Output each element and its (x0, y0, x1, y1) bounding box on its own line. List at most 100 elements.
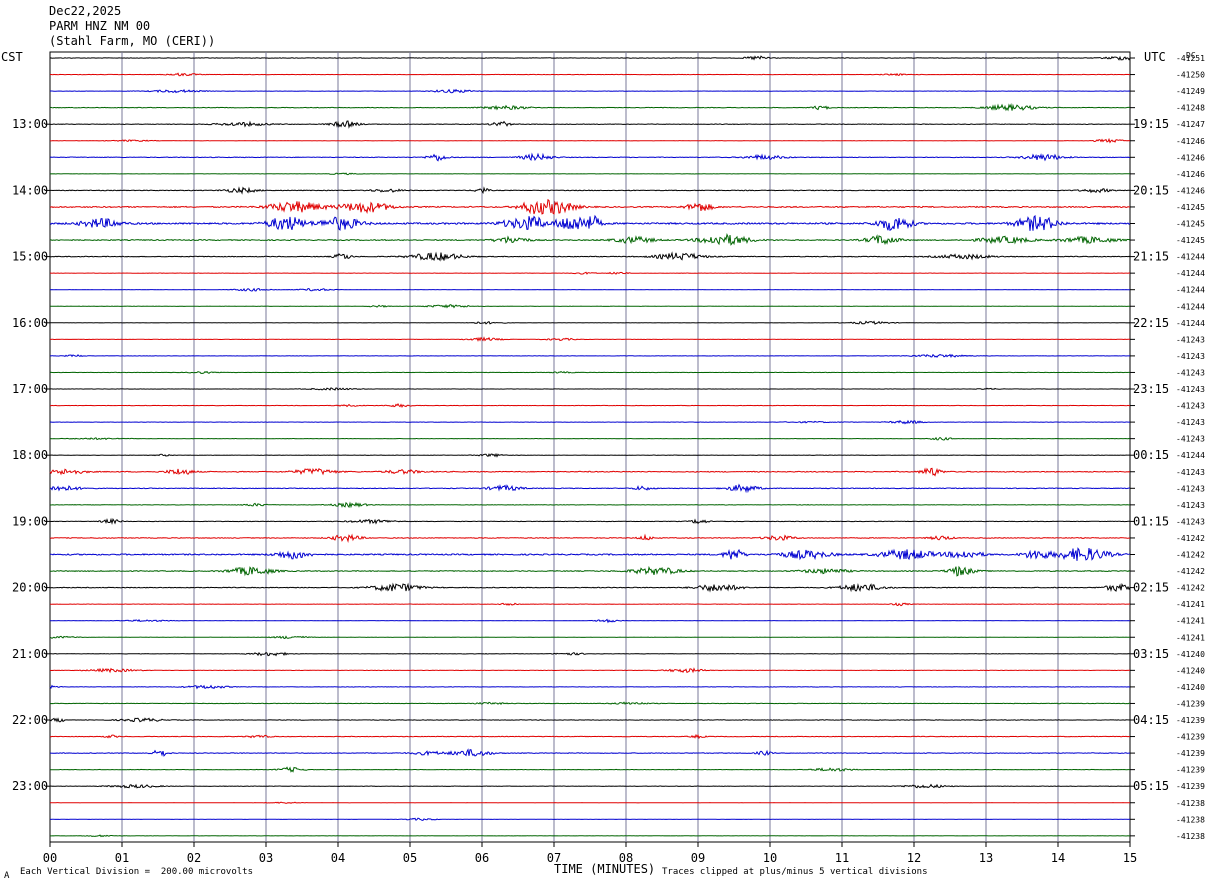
x-tick-label: 10 (763, 851, 777, 865)
right-hour-label: 20:15 (1133, 183, 1169, 197)
dc-offset-label: -41243 (1176, 368, 1205, 377)
dc-offset-label: -41243 (1176, 335, 1205, 344)
seismic-trace (49, 501, 1130, 509)
plot-frame (49, 51, 1131, 843)
dc-offset-label: -41243 (1176, 435, 1205, 444)
seismic-trace (49, 582, 1131, 593)
dc-offset-label: -41251 (1176, 54, 1205, 63)
left-timezone-label: CST (1, 50, 23, 64)
right-hour-label: 05:15 (1133, 779, 1169, 793)
seismic-trace (49, 766, 1131, 773)
dc-label: DC (1186, 51, 1196, 60)
seismic-trace (49, 733, 1130, 740)
seismic-trace (49, 701, 1130, 706)
dc-offset-label: -41242 (1176, 534, 1205, 543)
seismic-trace (49, 320, 1131, 325)
seismic-trace (49, 387, 1130, 391)
x-tick-label: 03 (259, 851, 273, 865)
left-hour-label: 13:00 (12, 117, 48, 131)
left-hour-label: 23:00 (12, 779, 48, 793)
dc-offset-label: -41239 (1176, 782, 1205, 791)
dc-offset-label: -41244 (1176, 319, 1205, 328)
x-axis-label: TIME (MINUTES) (554, 862, 656, 876)
x-tick-label: 15 (1123, 851, 1137, 865)
dc-offset-label: -41239 (1176, 733, 1205, 742)
left-hour-label: 19:00 (12, 514, 48, 528)
dc-offset-label: -41245 (1176, 220, 1205, 229)
left-hour-label: 21:00 (12, 647, 48, 661)
seismic-trace (50, 72, 1130, 77)
dc-offset-label: -41241 (1176, 617, 1205, 626)
left-hour-label: 18:00 (12, 448, 48, 462)
seismic-trace (49, 103, 1131, 112)
seismic-trace (50, 287, 1130, 292)
x-tick-label: 09 (691, 851, 705, 865)
right-hour-label: 21:15 (1133, 250, 1169, 264)
right-hour-label: 00:15 (1133, 448, 1169, 462)
dc-offset-label: -41239 (1176, 716, 1205, 725)
right-hour-label: 19:15 (1133, 117, 1169, 131)
dc-offset-label: -41244 (1176, 253, 1205, 262)
x-tick-label: 11 (835, 851, 849, 865)
dc-offset-label: -41246 (1176, 186, 1205, 195)
dc-offset-label: -41250 (1176, 71, 1205, 80)
dc-offset-label: -41240 (1176, 666, 1205, 675)
dc-offset-label: -41238 (1176, 815, 1205, 824)
dc-offset-label: -41240 (1176, 650, 1205, 659)
seismic-trace (49, 419, 1131, 425)
right-hour-label: 22:15 (1133, 316, 1169, 330)
dc-offset-label: -41241 (1176, 600, 1205, 609)
seismic-trace (49, 436, 1131, 441)
seismic-trace (49, 533, 1131, 543)
seismic-trace (49, 370, 1131, 375)
x-tick-label: 07 (547, 851, 561, 865)
seismic-trace (50, 801, 1130, 804)
dc-offset-label: -41242 (1176, 567, 1205, 576)
dc-offset-label: -41239 (1176, 766, 1205, 775)
x-tick-label: 02 (187, 851, 201, 865)
dc-offset-label: -41247 (1176, 120, 1205, 129)
seismic-trace (49, 483, 1130, 494)
left-hour-label: 20:00 (12, 581, 48, 595)
x-tick-label: 05 (403, 851, 417, 865)
dc-offset-label: -41243 (1176, 418, 1205, 427)
dc-offset-label: -41240 (1176, 683, 1205, 692)
x-tick-label: 00 (43, 851, 57, 865)
seismic-trace (49, 547, 1131, 561)
seismic-trace (49, 565, 1131, 577)
seismic-trace (49, 817, 1131, 821)
seismic-trace (50, 353, 1131, 358)
dc-offset-label: -41244 (1176, 286, 1205, 295)
seismic-trace (49, 198, 1130, 215)
dc-offset-label: -41246 (1176, 153, 1205, 162)
dc-offset-label: -41241 (1176, 633, 1205, 642)
right-hour-label: 04:15 (1133, 713, 1169, 727)
seismic-trace (49, 452, 1130, 458)
clip-note: Traces clipped at plus/minus 5 vertical … (662, 867, 928, 877)
seismic-trace (49, 783, 1130, 789)
dc-offset-label: -41243 (1176, 484, 1205, 493)
dc-offset-label: -41239 (1176, 749, 1205, 758)
x-tick-label: 01 (115, 851, 129, 865)
dc-offset-label: -41248 (1176, 104, 1205, 113)
dc-offset-label: -41249 (1176, 87, 1205, 96)
right-hour-label: 03:15 (1133, 647, 1169, 661)
dc-offset-label: -41243 (1176, 501, 1205, 510)
seismic-trace (49, 717, 1131, 723)
x-tick-label: 12 (907, 851, 921, 865)
right-hour-label: 02:15 (1133, 581, 1169, 595)
dc-offset-label: -41243 (1176, 468, 1205, 477)
seismic-trace (49, 467, 1131, 477)
right-hour-label: 23:15 (1133, 382, 1169, 396)
seismic-trace (49, 152, 1130, 162)
left-hour-label: 15:00 (12, 250, 48, 264)
seismic-trace (49, 602, 1130, 607)
corner-mark: A (4, 871, 10, 881)
seismic-trace (49, 684, 1131, 690)
dc-offset-label: -41243 (1176, 385, 1205, 394)
dc-offset-label: -41246 (1176, 137, 1205, 146)
seismic-trace (49, 233, 1131, 246)
left-hour-label: 22:00 (12, 713, 48, 727)
header-date: Dec22,2025 (49, 4, 122, 18)
